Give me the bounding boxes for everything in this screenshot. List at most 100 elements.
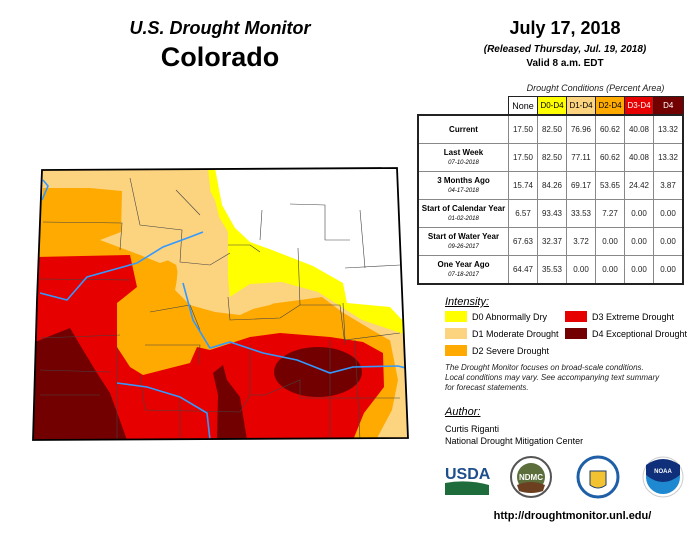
col-d3-d4: D3-D4 bbox=[624, 96, 654, 116]
table-row: Start of Water Year 09-26-2017 67.63 32.37 3… bbox=[417, 227, 684, 256]
rio-grande bbox=[116, 382, 211, 440]
drought-conditions-table: None D0-D4 D1-D4 D2-D4 D3-D4 D4 Current 1… bbox=[417, 96, 684, 285]
author-name: Curtis Riganti bbox=[445, 424, 500, 434]
author-info: Curtis Riganti National Drought Mitigati… bbox=[445, 423, 583, 447]
table-cell: 77.11 bbox=[566, 143, 596, 172]
row-label-text: Current bbox=[449, 124, 478, 134]
table-cell: 0.00 bbox=[653, 227, 684, 256]
row-date: 09-26-2017 bbox=[448, 243, 479, 250]
table-cell: 0.00 bbox=[595, 255, 625, 285]
table-cell: 0.00 bbox=[566, 255, 596, 285]
svg-text:USDA: USDA bbox=[445, 466, 491, 483]
table-cell: 93.43 bbox=[537, 199, 567, 228]
table-cell: 82.50 bbox=[537, 114, 567, 144]
row-label: Start of Water Year 09-26-2017 bbox=[417, 227, 509, 256]
table-cell: 0.00 bbox=[624, 199, 654, 228]
d4-area-east bbox=[274, 347, 362, 397]
d1-area-southeast bbox=[376, 340, 408, 440]
row-label-text: Last Week bbox=[443, 147, 484, 157]
table-cell: 13.32 bbox=[653, 114, 684, 144]
table-cell: 69.17 bbox=[566, 171, 596, 200]
row-label-text: 3 Months Ago bbox=[437, 175, 490, 185]
legend-label: D3 Extreme Drought bbox=[592, 311, 675, 322]
col-none: None bbox=[508, 96, 538, 116]
legend-label: D0 Abnormally Dry bbox=[472, 311, 548, 322]
d1-swatch bbox=[445, 328, 467, 339]
table-cell: 3.72 bbox=[566, 227, 596, 256]
legend-title: Intensity: bbox=[445, 296, 490, 308]
row-label: One Year Ago 07-18-2017 bbox=[417, 255, 509, 285]
note-line: The Drought Monitor focuses on broad-sca… bbox=[445, 363, 644, 372]
table-cell: 0.00 bbox=[595, 227, 625, 256]
legend-d3: D3 Extreme Drought bbox=[565, 311, 674, 322]
arkansas-river bbox=[182, 282, 408, 374]
colorado-river bbox=[39, 231, 204, 301]
release-date: (Released Thursday, Jul. 19, 2018) bbox=[483, 44, 647, 55]
table-cell: 17.50 bbox=[508, 114, 538, 144]
d4-area-central bbox=[213, 365, 247, 440]
d2-swatch bbox=[445, 345, 467, 356]
no-drought-area bbox=[215, 168, 404, 322]
table-cell: 6.57 bbox=[508, 199, 538, 228]
svg-text:NDMC: NDMC bbox=[519, 473, 543, 482]
table-cell: 84.26 bbox=[537, 171, 567, 200]
table-cell: 7.27 bbox=[595, 199, 625, 228]
author-title: Author: bbox=[445, 406, 481, 418]
state-outline bbox=[32, 167, 409, 441]
col-d0-d4: D0-D4 bbox=[537, 96, 567, 116]
doc-seal-icon bbox=[576, 455, 620, 499]
row-label: Start of Calendar Year 01-02-2018 bbox=[417, 199, 509, 228]
ndmc-logo-icon: NDMC bbox=[510, 456, 552, 498]
row-date: 01-02-2018 bbox=[448, 215, 479, 222]
table-row: One Year Ago 07-18-2017 64.47 35.53 0.00 0.00… bbox=[417, 255, 684, 285]
table-cell: 15.74 bbox=[508, 171, 538, 200]
d3-area bbox=[33, 255, 384, 440]
map-title: U.S. Drought Monitor bbox=[129, 18, 311, 38]
table-row: Start of Calendar Year 01-02-2018 6.57 93.4… bbox=[417, 199, 684, 228]
disclaimer-note: The Drought Monitor focuses on broad-sca… bbox=[445, 363, 700, 393]
legend-label: D2 Severe Drought bbox=[472, 345, 550, 356]
table-row: 3 Months Ago 04-17-2018 15.74 84.26 69.17 53.… bbox=[417, 171, 684, 200]
row-label: Current bbox=[417, 114, 509, 144]
table-cell: 76.96 bbox=[566, 114, 596, 144]
table-cell: 32.37 bbox=[537, 227, 567, 256]
table-cell: 24.42 bbox=[624, 171, 654, 200]
note-line: for forecast statements. bbox=[445, 383, 529, 392]
row-label-text: Start of Water Year bbox=[427, 231, 500, 241]
legend-d0: D0 Abnormally Dry bbox=[445, 311, 547, 322]
author-org: National Drought Mitigation Center bbox=[445, 436, 584, 446]
table-cell: 35.53 bbox=[537, 255, 567, 285]
table-cell: 67.63 bbox=[508, 227, 538, 256]
table-cell: 53.65 bbox=[595, 171, 625, 200]
d4-swatch bbox=[565, 328, 587, 339]
table-cell: 17.50 bbox=[508, 143, 538, 172]
table-caption: Drought Conditions (Percent Area) bbox=[526, 83, 665, 93]
table-cell: 60.62 bbox=[595, 114, 625, 144]
legend-d1: D1 Moderate Drought bbox=[445, 328, 559, 339]
d1-area-central bbox=[122, 172, 300, 312]
noaa-logo-icon: NOAA bbox=[642, 456, 684, 498]
col-d2-d4: D2-D4 bbox=[595, 96, 625, 116]
table-cell: 33.53 bbox=[566, 199, 596, 228]
table-cell: 0.00 bbox=[653, 199, 684, 228]
legend-label: D1 Moderate Drought bbox=[472, 328, 559, 339]
website-link[interactable]: http://droughtmonitor.unl.edu/ bbox=[493, 510, 652, 522]
row-date: 07-10-2018 bbox=[448, 159, 479, 166]
d4-area-west bbox=[33, 328, 127, 440]
map-date: July 17, 2018 bbox=[509, 18, 621, 38]
d0-swatch bbox=[445, 311, 467, 322]
d3-swatch bbox=[565, 311, 587, 322]
note-line: Local conditions may vary. See accompany… bbox=[445, 373, 660, 382]
row-date: 07-18-2017 bbox=[448, 271, 479, 278]
agency-logos: USDA NDMC NOAA bbox=[445, 455, 684, 499]
row-label: Last Week 07-10-2018 bbox=[417, 143, 509, 172]
table-cell: 3.87 bbox=[653, 171, 684, 200]
legend-d4: D4 Exceptional Drought bbox=[565, 328, 687, 339]
svg-text:NOAA: NOAA bbox=[654, 469, 672, 475]
col-d4: D4 bbox=[653, 96, 684, 116]
usda-logo-icon: USDA bbox=[445, 466, 491, 495]
rivers bbox=[39, 179, 408, 440]
table-cell: 40.08 bbox=[624, 114, 654, 144]
